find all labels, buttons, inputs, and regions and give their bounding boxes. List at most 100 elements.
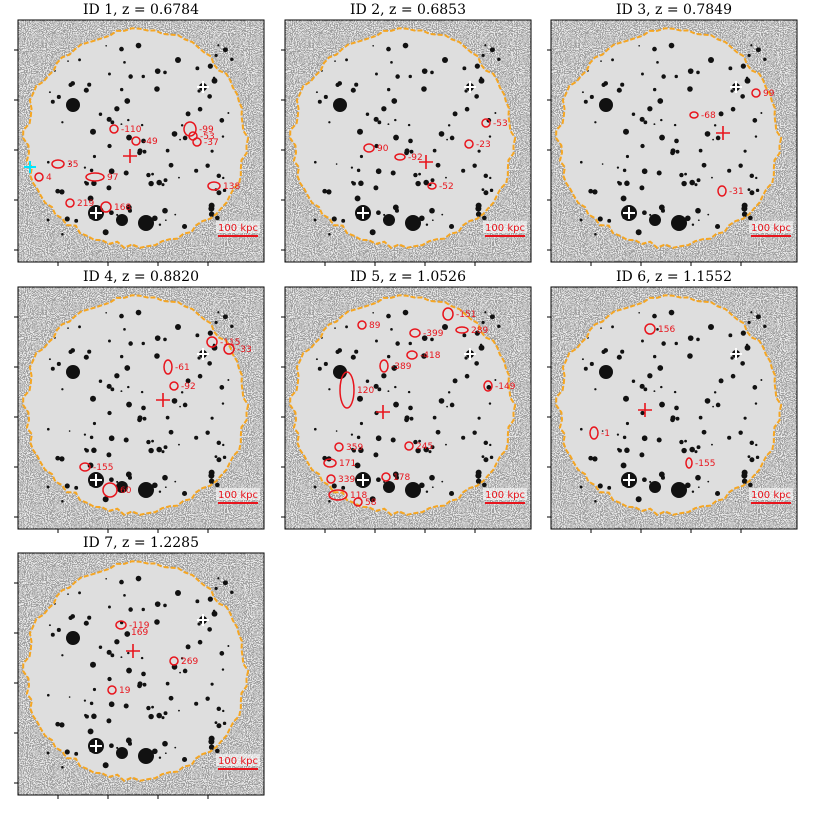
- field-boundary: [555, 294, 783, 516]
- star: [673, 123, 677, 127]
- star: [171, 131, 178, 137]
- star: [105, 311, 107, 314]
- star: [375, 72, 378, 76]
- star: [592, 456, 598, 462]
- star: [599, 365, 613, 379]
- star: [68, 615, 73, 621]
- star: [660, 385, 663, 389]
- star: [611, 58, 614, 62]
- star: [588, 188, 594, 194]
- star: [163, 337, 167, 342]
- velocity-label: 156: [658, 325, 675, 335]
- member-ellipse: [394, 153, 406, 161]
- star: [394, 475, 399, 480]
- star: [754, 402, 758, 405]
- star: [315, 358, 318, 361]
- star: [464, 373, 470, 379]
- star: [313, 485, 317, 489]
- star: [91, 180, 97, 186]
- star: [68, 349, 73, 355]
- member-ellipse: [169, 656, 179, 666]
- star: [359, 421, 364, 426]
- star: [124, 631, 131, 637]
- star: [464, 89, 468, 93]
- star: [98, 645, 103, 649]
- star: [745, 343, 749, 347]
- star: [622, 435, 627, 440]
- star: [620, 195, 627, 202]
- white-cross: [197, 348, 209, 360]
- star: [689, 446, 695, 453]
- star: [356, 435, 361, 440]
- field-boundary: [22, 27, 250, 249]
- star: [449, 135, 455, 141]
- star: [120, 123, 123, 126]
- star: [365, 112, 370, 116]
- star: [730, 373, 736, 379]
- star: [214, 320, 218, 325]
- star: [377, 120, 382, 125]
- star: [89, 168, 94, 173]
- star: [216, 173, 222, 179]
- star: [148, 713, 154, 720]
- star: [116, 480, 119, 483]
- scale-label: 100 kpc: [218, 490, 258, 501]
- star: [141, 74, 145, 79]
- star: [581, 91, 584, 94]
- star: [222, 580, 228, 586]
- star: [579, 485, 583, 489]
- star: [116, 214, 128, 226]
- star: [219, 651, 225, 656]
- member-ellipse: [353, 497, 363, 507]
- scale-bg: [483, 221, 527, 233]
- star: [446, 405, 448, 408]
- star: [328, 388, 331, 391]
- star: [475, 211, 482, 217]
- star: [123, 170, 129, 176]
- star: [128, 607, 133, 612]
- star: [383, 213, 386, 216]
- star: [616, 354, 622, 360]
- member-ellipse: [206, 336, 218, 348]
- star: [488, 402, 492, 405]
- star: [715, 223, 721, 230]
- star: [175, 324, 181, 330]
- star: [163, 178, 168, 183]
- star: [711, 443, 713, 446]
- star: [674, 138, 679, 144]
- star: [589, 361, 594, 366]
- star: [748, 482, 753, 488]
- star: [55, 188, 61, 194]
- star: [46, 218, 50, 222]
- star: [755, 443, 758, 447]
- star: [114, 639, 120, 645]
- star: [74, 218, 79, 223]
- star: [589, 94, 594, 99]
- star: [430, 337, 434, 342]
- field-boundary: [289, 27, 517, 249]
- star: [174, 746, 177, 749]
- star: [195, 66, 200, 71]
- star: [386, 354, 391, 359]
- star: [106, 116, 112, 122]
- frame: [17, 552, 265, 796]
- star: [474, 361, 479, 366]
- star: [489, 443, 492, 447]
- star: [620, 349, 625, 354]
- star: [435, 162, 441, 168]
- velocity-label: 120: [357, 386, 374, 396]
- star: [475, 202, 482, 209]
- velocity-label: 269: [181, 657, 198, 667]
- star: [212, 76, 216, 80]
- star: [747, 455, 751, 459]
- star: [418, 172, 421, 176]
- star: [594, 499, 597, 503]
- star: [174, 213, 177, 216]
- star: [127, 651, 130, 655]
- star: [87, 615, 92, 620]
- star: [601, 430, 604, 432]
- star: [345, 58, 348, 62]
- member-ellipse: [381, 472, 391, 482]
- star: [477, 149, 481, 153]
- star: [156, 446, 162, 453]
